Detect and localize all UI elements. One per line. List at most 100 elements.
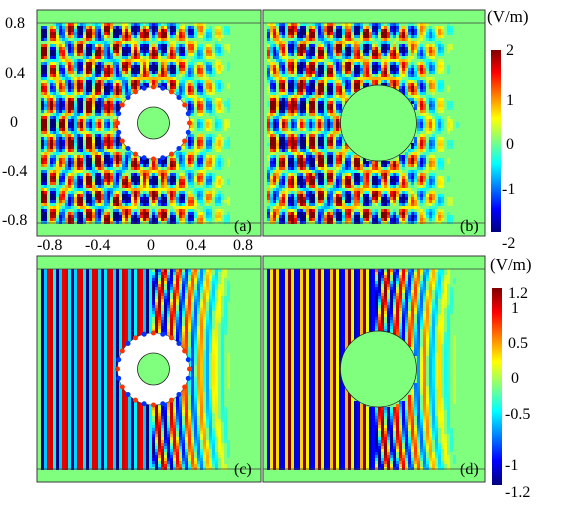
field-cell — [83, 50, 86, 53]
field-cell — [146, 74, 149, 77]
field-cell — [164, 86, 167, 89]
field-cell — [345, 95, 348, 98]
field-cell — [98, 212, 101, 215]
field-cell — [140, 164, 143, 167]
field-cell — [98, 29, 101, 32]
field-cell — [282, 158, 285, 161]
field-cell — [113, 206, 116, 209]
field-cell — [65, 23, 68, 26]
field-cell — [53, 83, 56, 86]
field-cell — [59, 29, 62, 32]
field-cell — [279, 92, 282, 95]
field-cell — [185, 32, 188, 35]
field-cell — [131, 71, 134, 74]
field-cell — [89, 161, 92, 164]
field-cell — [104, 110, 107, 113]
field-cell — [98, 197, 101, 200]
field-cell — [59, 44, 62, 47]
field-cell — [318, 170, 321, 173]
field-cell — [155, 68, 158, 71]
field-cell — [92, 149, 95, 152]
field-cell — [270, 50, 273, 53]
field-cell — [330, 194, 333, 197]
field-cell — [351, 26, 354, 29]
field-cell — [188, 35, 191, 38]
field-cell — [71, 122, 74, 125]
field-cell — [89, 149, 92, 152]
field-cell — [92, 35, 95, 38]
field-cell — [98, 140, 101, 143]
field-cell — [131, 26, 134, 29]
field-cell — [267, 131, 270, 134]
field-cell — [279, 137, 282, 140]
field-cell — [312, 80, 315, 83]
field-cell — [50, 149, 53, 152]
field-cell — [179, 164, 182, 167]
field-cell — [101, 140, 104, 143]
field-cell — [122, 80, 125, 83]
field-cell — [185, 74, 188, 77]
field-cell — [65, 83, 68, 86]
field-cell — [294, 185, 297, 188]
field-cell — [125, 173, 128, 176]
field-cell — [185, 83, 188, 86]
field-cell — [203, 155, 206, 158]
field-cell — [273, 113, 276, 116]
field-cell — [215, 125, 218, 128]
field-cell — [273, 212, 276, 215]
field-cell — [312, 158, 315, 161]
field-cell — [197, 137, 200, 140]
field-cell — [294, 122, 297, 125]
field-cell — [92, 122, 95, 125]
field-cell — [188, 155, 191, 158]
field-cell — [285, 215, 288, 218]
field-cell — [288, 104, 291, 107]
field-cell — [209, 113, 212, 116]
field-cell — [291, 158, 294, 161]
field-cell — [345, 26, 348, 29]
field-cell — [119, 26, 122, 29]
field-cell — [342, 83, 345, 86]
field-cell — [116, 62, 119, 65]
field-cell — [164, 209, 167, 212]
field-cell — [318, 197, 321, 200]
field-cell — [44, 137, 47, 140]
field-cell — [65, 86, 68, 89]
field-cell — [333, 176, 336, 179]
field-cell — [71, 173, 74, 176]
field-cell — [306, 158, 309, 161]
field-cell — [218, 104, 221, 107]
field-cell — [333, 119, 336, 122]
field-cell — [203, 74, 206, 77]
field-cell — [188, 194, 191, 197]
field-cell — [291, 215, 294, 218]
field-cell — [80, 203, 83, 206]
field-cell — [149, 164, 152, 167]
field-cell — [218, 197, 221, 200]
field-cell — [173, 200, 176, 203]
field-cell — [137, 182, 140, 185]
field-cell — [158, 56, 161, 59]
field-cell — [336, 59, 339, 62]
field-cell — [98, 143, 101, 146]
field-cell — [41, 206, 44, 209]
field-cell — [191, 221, 194, 224]
field-cell — [345, 191, 348, 194]
field-cell — [188, 104, 191, 107]
field-cell — [218, 50, 221, 53]
field-cell — [68, 221, 71, 224]
field-cell — [312, 32, 315, 35]
field-cell — [74, 50, 77, 53]
field-cell — [44, 92, 47, 95]
field-cell — [203, 158, 206, 161]
field-cell — [221, 83, 224, 86]
field-cell — [44, 95, 47, 98]
field-cell — [146, 179, 149, 182]
field-cell — [134, 194, 137, 197]
field-cell — [218, 179, 221, 182]
field-cell — [74, 164, 77, 167]
field-cell — [95, 215, 98, 218]
field-cell — [276, 74, 279, 77]
field-cell — [143, 62, 146, 65]
field-cell — [119, 89, 122, 92]
